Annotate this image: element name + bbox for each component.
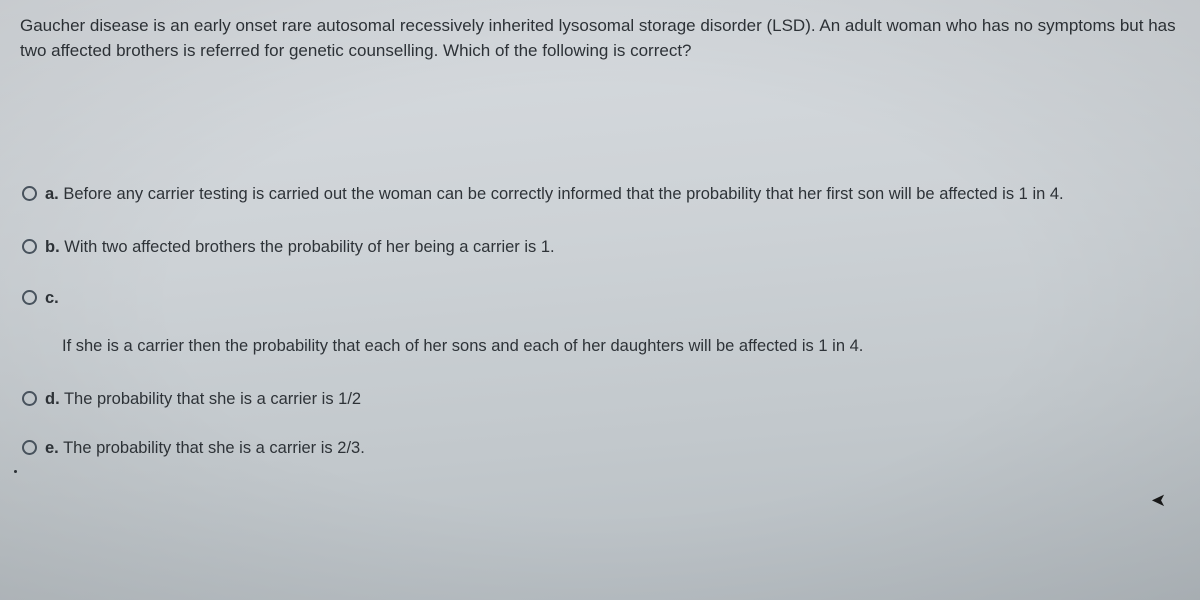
option-e-body: e. The probability that she is a carrier…	[45, 437, 1180, 460]
radio-icon[interactable]	[22, 440, 37, 455]
question-stem: Gaucher disease is an early onset rare a…	[20, 14, 1180, 63]
option-e-text: The probability that she is a carrier is…	[63, 439, 365, 457]
stray-dot	[14, 470, 17, 473]
option-b-letter: b.	[45, 238, 60, 256]
radio-icon[interactable]	[22, 391, 37, 406]
option-c[interactable]: c.	[20, 287, 1180, 310]
radio-icon[interactable]	[22, 239, 37, 254]
option-c-body: c.	[45, 287, 1180, 310]
option-d[interactable]: d. The probability that she is a carrier…	[20, 388, 1180, 411]
option-a-letter: a.	[45, 185, 59, 203]
option-d-body: d. The probability that she is a carrier…	[45, 388, 1180, 411]
option-b-text: With two affected brothers the probabili…	[64, 238, 554, 256]
radio-icon[interactable]	[22, 290, 37, 305]
option-d-text: The probability that she is a carrier is…	[64, 390, 361, 408]
options-group: a. Before any carrier testing is carried…	[20, 183, 1180, 460]
option-c-detached-text: If she is a carrier then the probability…	[20, 335, 1180, 358]
option-c-letter: c.	[45, 289, 59, 307]
option-e[interactable]: e. The probability that she is a carrier…	[20, 437, 1180, 460]
option-b[interactable]: b. With two affected brothers the probab…	[20, 236, 1180, 259]
option-b-body: b. With two affected brothers the probab…	[45, 236, 1180, 259]
option-e-letter: e.	[45, 439, 59, 457]
option-a-text: Before any carrier testing is carried ou…	[63, 185, 1063, 203]
option-a-body: a. Before any carrier testing is carried…	[45, 183, 1180, 206]
option-d-letter: d.	[45, 390, 60, 408]
cursor-icon: ➤	[1151, 490, 1166, 511]
option-a[interactable]: a. Before any carrier testing is carried…	[20, 183, 1180, 206]
radio-icon[interactable]	[22, 186, 37, 201]
